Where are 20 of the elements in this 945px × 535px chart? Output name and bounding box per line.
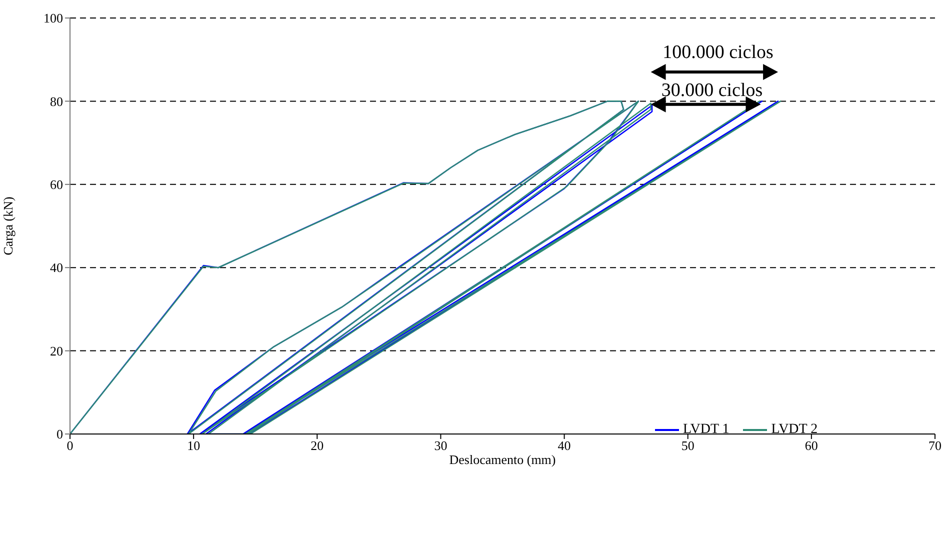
legend-label: LVDT 2: [771, 422, 818, 438]
y-tick-label: 40: [50, 260, 63, 276]
annotation: 30.000 ciclos: [661, 80, 763, 101]
legend-label: LVDT 1: [683, 422, 730, 438]
y-tick-label: 60: [50, 177, 63, 192]
y-tick-label: 100: [44, 10, 63, 26]
y-axis-title: Carga (kN): [0, 196, 16, 256]
x-tick-label: 20: [310, 438, 324, 454]
x-tick-label: 50: [681, 438, 694, 454]
x-axis-title: Deslocamento (mm): [449, 452, 556, 467]
x-tick-label: 60: [804, 438, 818, 454]
x-tick-label: 40: [558, 438, 571, 454]
annotation: 100.000 ciclos: [662, 42, 774, 63]
x-tick-label: 0: [66, 438, 74, 454]
y-tick-label: 0: [56, 426, 63, 442]
y-tick-label: 80: [50, 94, 63, 109]
x-tick-label: 10: [187, 438, 200, 454]
y-tick-label: 20: [50, 343, 63, 358]
x-tick-label: 70: [928, 438, 942, 454]
x-tick-label: 30: [434, 438, 448, 454]
